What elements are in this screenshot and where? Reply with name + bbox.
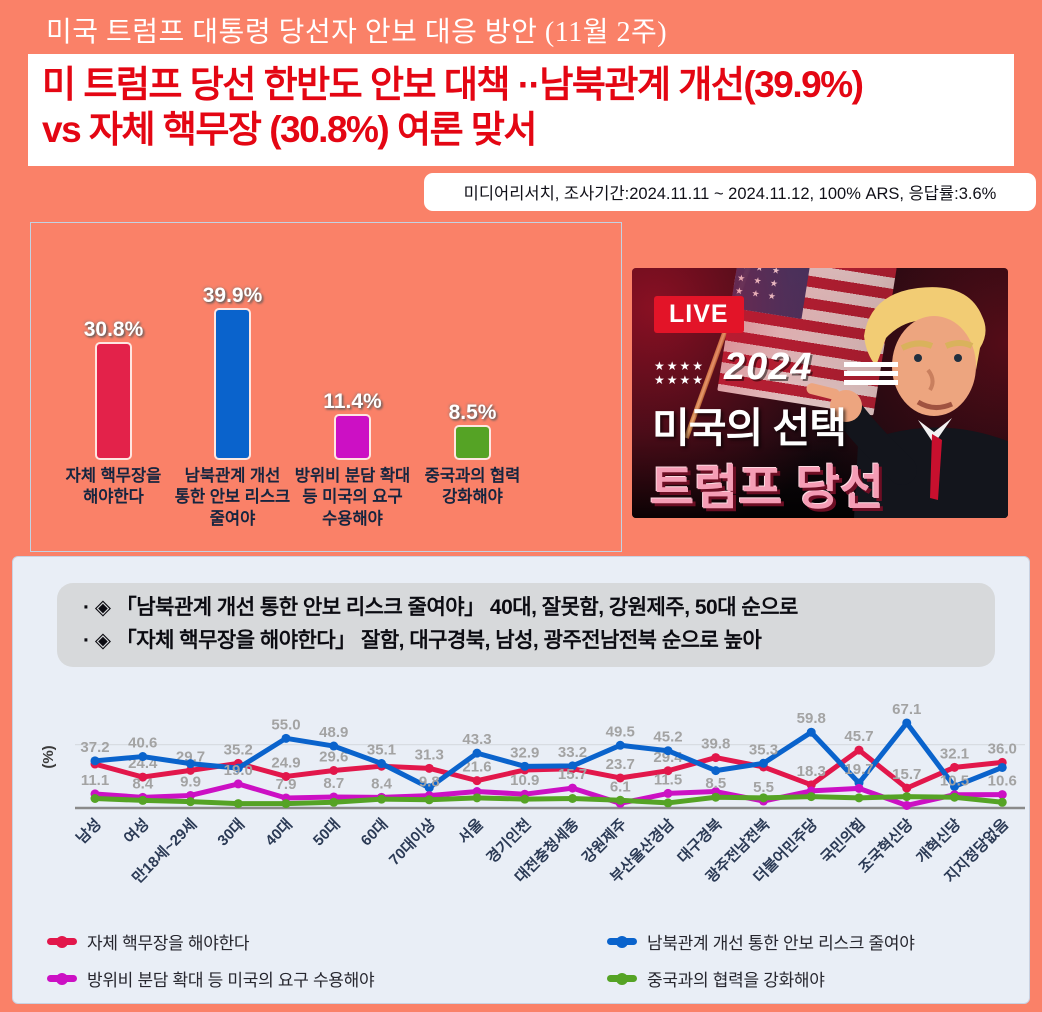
x-label-7: 70대이상 [386, 816, 439, 869]
banner-subtitle: 트럼프 당선 [650, 462, 885, 515]
insights-box: · ◈ 「남북관계 개선 통한 안보 리스크 줄여야」 40대, 잘못함, 강원… [57, 583, 995, 667]
live-badge: LIVE [654, 296, 744, 333]
svg-text:32.9: 32.9 [510, 744, 539, 761]
legend-item-3: 중국과의 협력을 강화해야 [607, 966, 997, 991]
svg-text:21.6: 21.6 [462, 759, 491, 776]
bar-3 [456, 426, 489, 458]
svg-text:6.1: 6.1 [610, 778, 631, 795]
x-label-1: 여성 [120, 815, 152, 847]
svg-text:9.9: 9.9 [180, 773, 201, 790]
legend-label: 남북관계 개선 통한 안보 리스크 줄여야 [647, 934, 915, 953]
line-chart: (%) 24.4 29.7 35.224.9 29.6 31.321.6 23.7 29.43… [40, 701, 1025, 887]
banner-title: 미국의 선택 [652, 405, 847, 451]
svg-text:33.2: 33.2 [558, 744, 587, 761]
headline-line1: 미 트럼프 당선 한반도 안보 대책 ··남북관계 개선(39.9%) [42, 64, 864, 105]
svg-text:19.7: 19.7 [844, 761, 873, 778]
insight-bullet-2: · ◈ 「자체 핵무장을 해야한다」 잘함, 대구경북, 남성, 광주전남전북 … [83, 629, 762, 652]
stars-decoration: ★★★★ ★★★★ [654, 359, 706, 387]
svg-text:8.4: 8.4 [132, 775, 154, 792]
svg-text:39.8: 39.8 [701, 736, 730, 753]
svg-text:49.5: 49.5 [606, 723, 635, 740]
svg-text:31.3: 31.3 [415, 746, 444, 763]
legend-label: 중국과의 협력을 강화해야 [647, 971, 825, 990]
svg-text:11.1: 11.1 [81, 772, 109, 789]
svg-text:23.7: 23.7 [606, 756, 635, 773]
legend-item-1: 남북관계 개선 통한 안보 리스크 줄여야 [607, 929, 997, 954]
svg-text:45.7: 45.7 [844, 728, 873, 745]
legend-marker-icon [607, 972, 637, 985]
headline-card: 미 트럼프 당선 한반도 안보 대책 ··남북관계 개선(39.9%) vs 자… [28, 54, 1014, 166]
banner-year: 2024 [724, 346, 813, 388]
headline-line2: vs 자체 핵무장 (30.8%) 여론 맞서 [42, 109, 537, 151]
bar-1 [216, 310, 249, 458]
svg-text:29.6: 29.6 [319, 748, 348, 765]
svg-text:8.7: 8.7 [323, 775, 344, 792]
bar-category-2: 방위비 분담 확대 등 미국의 요구 수용해야 [294, 467, 411, 528]
bar-category-3: 중국과의 협력 강화해야 [424, 467, 521, 507]
bar-chart-panel: 30.8% 자체 핵무장을 해야한다 39.9% 남북관계 개선 통한 안보 리스크 줄여야… [30, 222, 622, 552]
svg-text:8.5: 8.5 [705, 775, 726, 792]
svg-text:35.1: 35.1 [367, 742, 396, 759]
bar-value-0: 30.8% [83, 318, 144, 342]
legend-marker-icon [47, 972, 77, 985]
x-label-8: 서울 [455, 816, 487, 848]
x-label-4: 40대 [262, 816, 296, 850]
svg-text:7.9: 7.9 [276, 776, 297, 793]
x-label-3: 30대 [214, 816, 248, 850]
legend-label: 자체 핵무장을 해야한다 [87, 934, 250, 953]
survey-note: 미디어리서치, 조사기간:2024.11.11 ~ 2024.11.12, 10… [424, 173, 1036, 211]
legend-item-0: 자체 핵무장을 해야한다 [47, 929, 607, 954]
svg-text:5.5: 5.5 [753, 779, 774, 796]
x-label-5: 50대 [310, 816, 344, 850]
bar-category-1: 남북관계 개선 통한 안보 리스크 줄여야 [174, 467, 291, 528]
svg-text:9.8: 9.8 [419, 774, 440, 791]
svg-text:35.3: 35.3 [749, 741, 778, 758]
lines-decoration [844, 362, 898, 389]
detail-card: · ◈ 「남북관계 개선 통한 안보 리스크 줄여야」 40대, 잘못함, 강원… [12, 556, 1030, 1004]
trump-illustration [806, 287, 1008, 518]
legend-item-2: 방위비 분담 확대 등 미국의 요구 수용해야 [47, 966, 607, 991]
svg-text:55.0: 55.0 [271, 716, 300, 733]
bar-value-3: 8.5% [448, 400, 497, 424]
svg-text:67.1: 67.1 [892, 701, 921, 718]
svg-text:11.5: 11.5 [654, 771, 682, 788]
svg-text:18.3: 18.3 [797, 763, 826, 780]
svg-text:48.9: 48.9 [319, 724, 348, 741]
bar-value-2: 11.4% [323, 389, 382, 413]
svg-text:45.2: 45.2 [653, 729, 682, 746]
legend-label: 방위비 분담 확대 등 미국의 요구 수용해야 [87, 971, 375, 990]
svg-text:(%): (%) [40, 745, 57, 768]
bar-0 [97, 344, 130, 458]
svg-text:8.4: 8.4 [371, 775, 393, 792]
svg-text:32.1: 32.1 [940, 745, 969, 762]
svg-text:35.2: 35.2 [224, 741, 253, 758]
svg-text:10.9: 10.9 [510, 772, 539, 789]
page-title: 미국 트럼프 대통령 당선자 안보 대응 방안 (11월 2주) [46, 17, 668, 48]
svg-text:10.5: 10.5 [940, 773, 969, 790]
trump-election-banner: ★ ★ ★★ ★ ★★ ★ ★★ ★ ★ LIVE ★★★★ ★★★★ 2024… [632, 268, 1008, 518]
svg-text:36.0: 36.0 [988, 740, 1017, 757]
x-label-6: 60대 [358, 816, 392, 850]
legend-marker-icon [607, 935, 637, 948]
svg-text:15.7: 15.7 [892, 766, 921, 783]
svg-text:40.6: 40.6 [128, 735, 157, 752]
insight-bullet-1: · ◈ 「남북관계 개선 통한 안보 리스크 줄여야」 40대, 잘못함, 강원… [83, 596, 798, 620]
bar-2 [336, 415, 369, 458]
svg-text:15.7: 15.7 [558, 766, 587, 783]
legend-marker-icon [47, 935, 77, 948]
svg-text:43.3: 43.3 [462, 731, 491, 748]
bar-value-1: 39.9% [202, 284, 263, 308]
svg-text:37.2: 37.2 [80, 739, 109, 756]
svg-text:10.6: 10.6 [988, 773, 1017, 790]
svg-text:19.0: 19.0 [224, 762, 253, 779]
svg-text:24.9: 24.9 [271, 754, 300, 771]
bar-category-0: 자체 핵무장을 해야한다 [65, 467, 162, 507]
x-label-0: 남성 [73, 815, 105, 847]
svg-text:59.8: 59.8 [797, 710, 826, 727]
